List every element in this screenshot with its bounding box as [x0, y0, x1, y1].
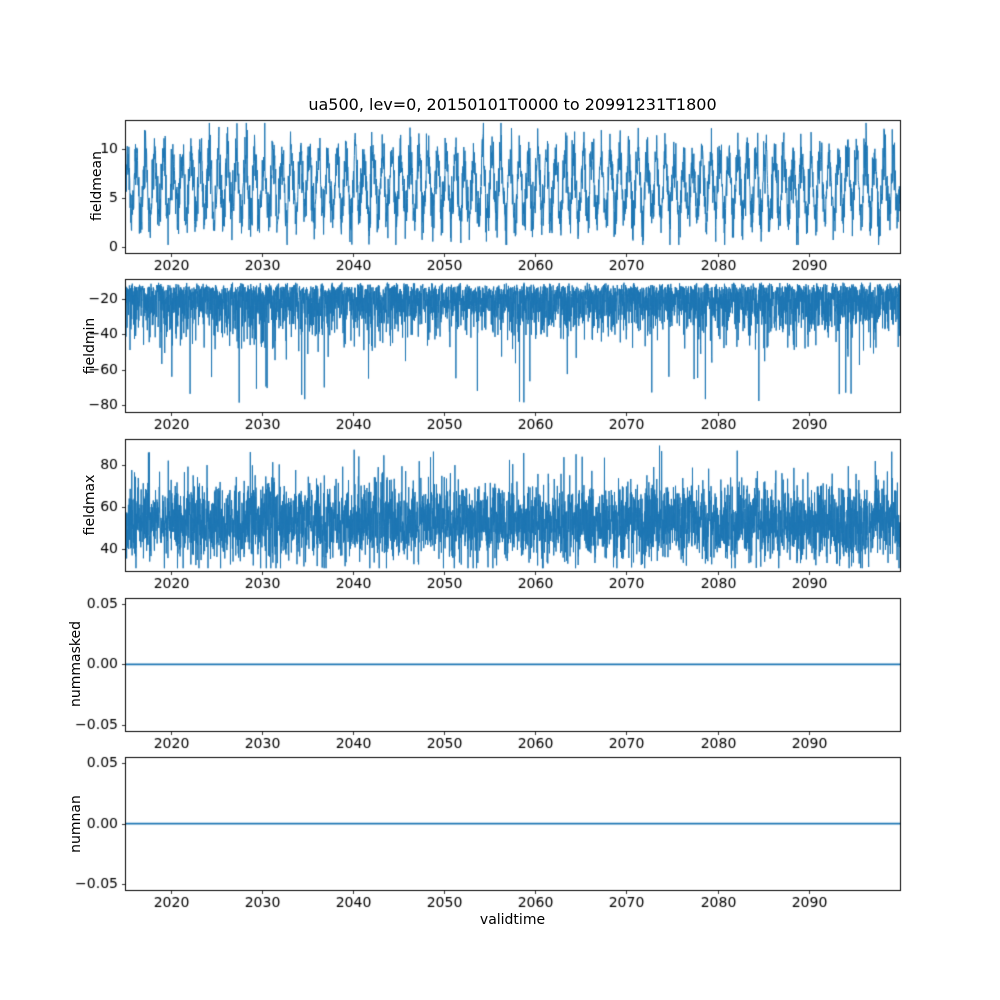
- ylabel-numnan: numnan: [68, 795, 84, 853]
- ylabel-nummasked: nummasked: [68, 620, 84, 708]
- ylabel-fieldmax: fieldmax: [82, 474, 98, 536]
- ylabel-fieldmean: fieldmean: [89, 151, 105, 221]
- ylabel-fieldmin: fieldmin: [82, 317, 98, 375]
- chart-title: ua500, lev=0, 20150101T0000 to 20991231T…: [308, 95, 717, 114]
- xlabel-validtime: validtime: [479, 912, 546, 928]
